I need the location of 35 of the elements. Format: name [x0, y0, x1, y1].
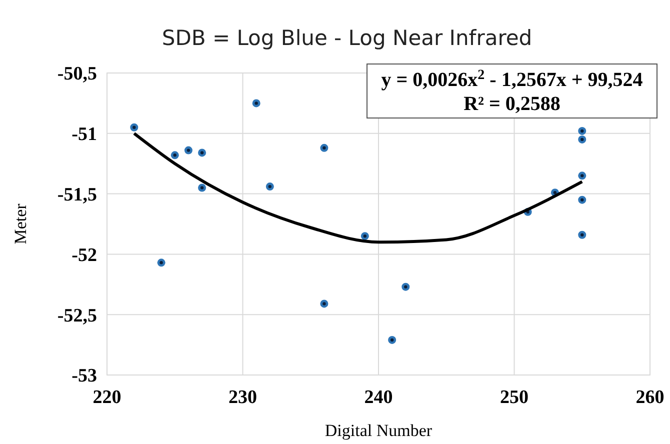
point [198, 148, 206, 157]
annotation: R² = 0,2588 [464, 93, 560, 115]
y-axis-title: Meter [11, 203, 30, 244]
line-series [132, 132, 584, 244]
point [198, 184, 206, 192]
x-tick-label: 230 [228, 387, 257, 408]
point [170, 151, 179, 160]
point [320, 144, 328, 152]
annotation: y = 0,0026x$^{2}$ - 1,2567x + 99,524 [381, 68, 643, 91]
point [578, 172, 586, 180]
point [266, 182, 274, 191]
y-tick-label: -52,5 [57, 305, 97, 326]
point [320, 300, 328, 308]
x-axis-title: Digital Number [324, 421, 432, 440]
point [578, 135, 586, 144]
x-tick-label: 220 [92, 387, 122, 408]
y-tick-label: -51 [72, 124, 97, 146]
x-tick-label: 260 [636, 387, 664, 408]
point [130, 123, 138, 132]
point [157, 258, 166, 267]
chart-title: SDB = Log Blue - Log Near Infrared [162, 26, 532, 50]
x-tick-label: 250 [500, 387, 528, 408]
y-tick-label: -53 [72, 366, 97, 387]
point [402, 282, 410, 291]
point [578, 230, 586, 239]
point [184, 146, 192, 154]
point [360, 232, 369, 240]
y-tick-label: -50,5 [57, 64, 97, 85]
point [388, 336, 396, 344]
y-tick-label: -51,5 [57, 184, 97, 206]
point [578, 126, 586, 135]
point [578, 196, 586, 204]
y-tick-label: -52 [72, 244, 97, 266]
point [252, 99, 260, 108]
x-tick-label: 240 [364, 387, 393, 408]
